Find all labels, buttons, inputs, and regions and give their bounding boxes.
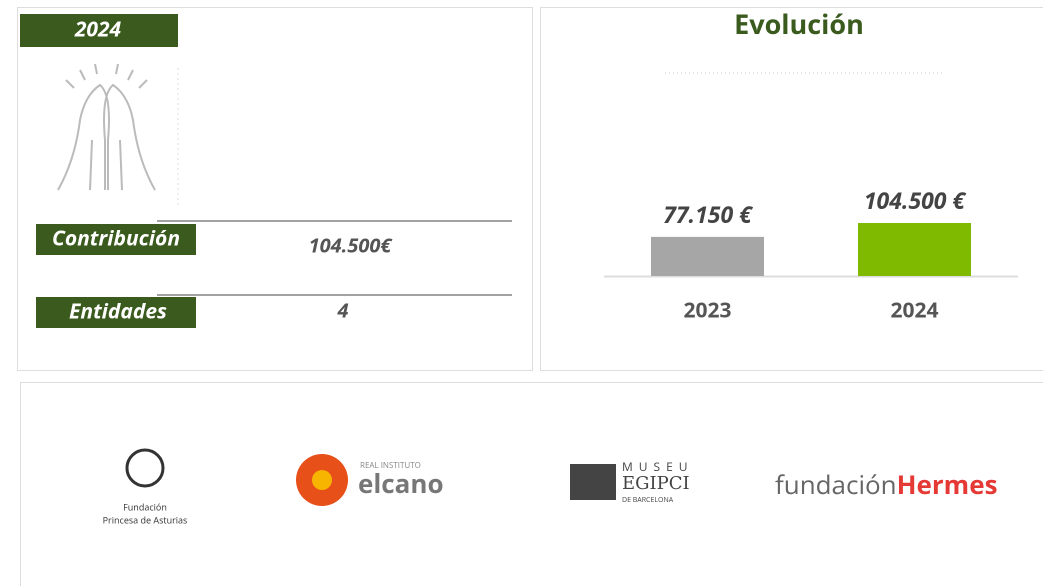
logo-emblem [125, 448, 165, 488]
bar [858, 223, 971, 276]
logo-emblem [312, 470, 332, 490]
contribution-tag [36, 224, 196, 255]
bars: 77.150 € 2023 104.500 € 2024 [651, 184, 971, 325]
chart-title: Evolución [734, 5, 864, 42]
contribution-value: 104.500€ [309, 231, 394, 258]
logo-text: Princesa de Asturias [103, 513, 188, 526]
entities-value: 4 [336, 296, 348, 323]
logo-text: Fundación [123, 500, 167, 513]
year: 2024 [74, 16, 122, 44]
bar [651, 236, 764, 276]
logo-text: REAL INSTITUTO [360, 460, 421, 471]
logo-text: DE BARCELONA [622, 496, 674, 505]
logo-text: fundación [775, 466, 897, 502]
value-label: 77.150 € [663, 198, 753, 230]
logo-text: fundaciónHermes [775, 466, 998, 502]
hands-icon [57, 63, 156, 191]
x-tick-label: 2023 [683, 297, 731, 325]
logo-text: Hermes [897, 466, 998, 502]
logo-emblem [570, 464, 616, 500]
value-label: 104.500 € [864, 184, 967, 216]
contribution-label: Contribución [52, 225, 180, 253]
logo-text: elcano [358, 465, 444, 501]
year-tag [20, 14, 178, 47]
x-tick-label: 2024 [890, 297, 938, 325]
chart-panel [540, 7, 1043, 371]
logo-text: EGIPCI [622, 473, 690, 494]
logo-text: MUSEU [622, 458, 694, 475]
entities-tag [36, 297, 196, 328]
entities-label: Entidades [69, 298, 167, 326]
logos-panel [20, 382, 1043, 586]
